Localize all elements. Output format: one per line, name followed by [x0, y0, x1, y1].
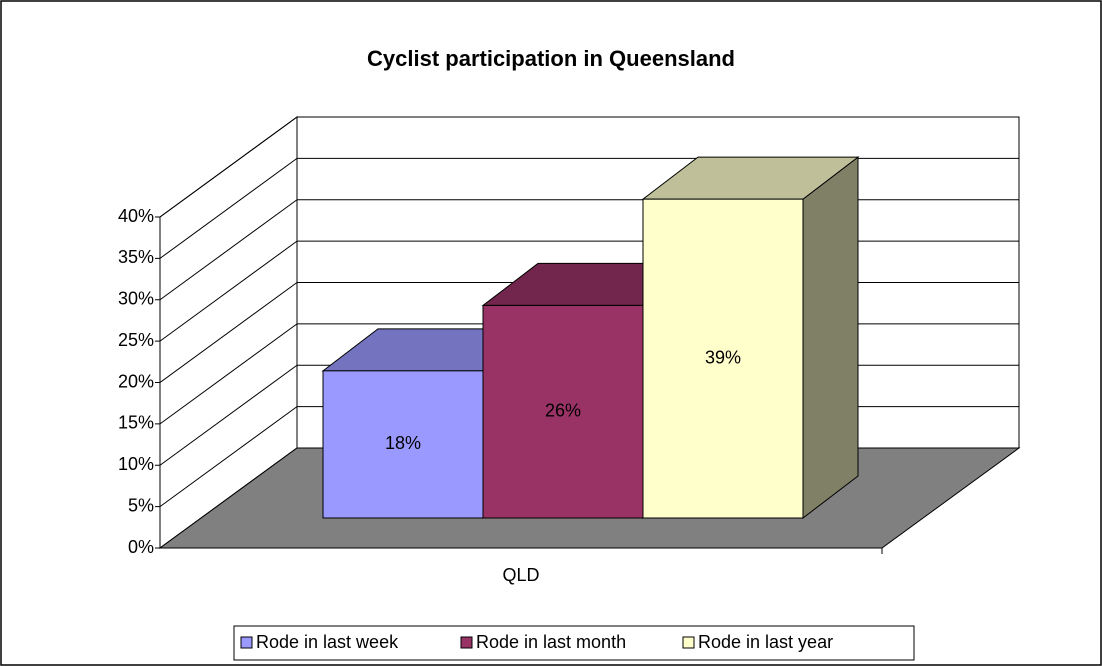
y-tick-label: 25%: [118, 330, 154, 350]
grid-line: [159, 406, 298, 508]
value-label: 18%: [385, 433, 421, 453]
y-tick-label: 20%: [118, 371, 154, 391]
bar-side: [802, 156, 859, 520]
value-label: 39%: [705, 347, 741, 367]
x-tick-label: QLD: [502, 565, 539, 585]
bar: [322, 370, 484, 519]
grid-line: [159, 282, 298, 383]
value-label: 26%: [545, 400, 581, 420]
legend-swatch: [240, 636, 253, 649]
bar: [642, 198, 804, 519]
grid-line: [159, 116, 298, 218]
y-tick-label: 5%: [128, 495, 154, 515]
chart-title: Cyclist participation in Queensland: [367, 46, 735, 71]
legend-box: [233, 625, 915, 661]
grid-line: [159, 364, 298, 466]
y-tick-label: 10%: [118, 454, 154, 474]
y-tick-label: 35%: [118, 247, 154, 267]
y-tick-label: 0%: [128, 537, 154, 557]
y-tick-label: 15%: [118, 413, 154, 433]
y-tick-label: 40%: [118, 206, 154, 226]
legend-label: Rode in last week: [256, 632, 399, 652]
legend-swatch: [460, 636, 473, 649]
grid-line: [159, 240, 298, 342]
legend-label: Rode in last year: [698, 632, 833, 652]
grid-line: [159, 199, 298, 301]
y-tick-label: 30%: [118, 289, 154, 309]
bar: [482, 304, 644, 519]
grid-line: [159, 157, 298, 259]
grid-line: [159, 323, 298, 425]
legend-label: Rode in last month: [476, 632, 626, 652]
legend-swatch: [682, 636, 695, 649]
